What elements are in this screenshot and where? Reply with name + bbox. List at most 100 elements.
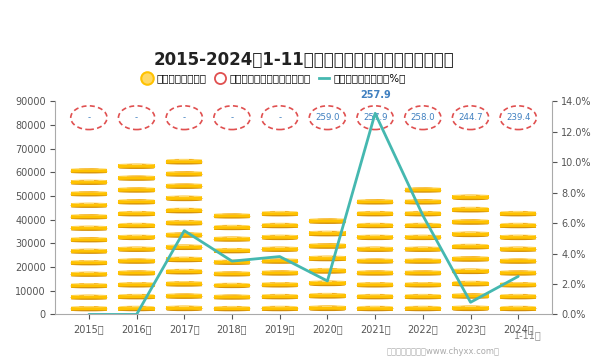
Bar xyxy=(405,283,441,287)
Ellipse shape xyxy=(452,258,490,260)
Ellipse shape xyxy=(118,296,155,298)
Ellipse shape xyxy=(270,223,290,224)
Text: -: - xyxy=(278,113,281,122)
Ellipse shape xyxy=(79,272,99,273)
Ellipse shape xyxy=(365,270,385,271)
Ellipse shape xyxy=(165,247,203,248)
Bar xyxy=(227,295,237,296)
Ellipse shape xyxy=(365,306,385,307)
Bar xyxy=(179,171,189,172)
Bar xyxy=(84,306,94,307)
Ellipse shape xyxy=(222,295,242,296)
Ellipse shape xyxy=(499,249,537,250)
Bar xyxy=(513,247,523,248)
Bar xyxy=(418,306,428,307)
Ellipse shape xyxy=(260,225,299,226)
Bar xyxy=(357,259,393,263)
Ellipse shape xyxy=(79,237,99,238)
Ellipse shape xyxy=(213,227,251,229)
Ellipse shape xyxy=(214,240,250,242)
Ellipse shape xyxy=(356,273,394,274)
Bar xyxy=(132,247,141,248)
Ellipse shape xyxy=(452,244,489,246)
Ellipse shape xyxy=(71,218,107,219)
Bar xyxy=(405,212,441,216)
Ellipse shape xyxy=(222,260,242,261)
Bar xyxy=(466,306,476,307)
Ellipse shape xyxy=(79,260,99,261)
Bar xyxy=(500,306,537,311)
Ellipse shape xyxy=(222,248,242,249)
Ellipse shape xyxy=(214,229,250,230)
Ellipse shape xyxy=(222,213,242,215)
Ellipse shape xyxy=(499,237,537,238)
Ellipse shape xyxy=(71,195,107,197)
Bar xyxy=(513,235,523,236)
Ellipse shape xyxy=(71,260,107,262)
Ellipse shape xyxy=(214,294,250,296)
Bar xyxy=(405,259,441,263)
Bar xyxy=(214,284,250,288)
Ellipse shape xyxy=(79,203,99,204)
Ellipse shape xyxy=(413,247,433,248)
Ellipse shape xyxy=(71,310,107,311)
Ellipse shape xyxy=(165,198,203,199)
Bar xyxy=(274,259,285,260)
Ellipse shape xyxy=(452,211,489,212)
Bar xyxy=(405,188,441,192)
Ellipse shape xyxy=(70,285,108,287)
Ellipse shape xyxy=(452,234,490,235)
Ellipse shape xyxy=(317,281,337,282)
Bar xyxy=(370,294,380,295)
Ellipse shape xyxy=(499,296,537,298)
Ellipse shape xyxy=(452,293,489,295)
Ellipse shape xyxy=(118,202,155,203)
Bar xyxy=(179,220,189,221)
Bar xyxy=(322,256,333,257)
Ellipse shape xyxy=(127,247,146,248)
Ellipse shape xyxy=(262,223,298,224)
Ellipse shape xyxy=(118,310,155,311)
Bar xyxy=(500,295,537,299)
Ellipse shape xyxy=(499,213,537,215)
Ellipse shape xyxy=(71,283,107,285)
Ellipse shape xyxy=(166,232,202,234)
Ellipse shape xyxy=(214,310,250,311)
Ellipse shape xyxy=(214,213,250,215)
Ellipse shape xyxy=(308,246,347,247)
Ellipse shape xyxy=(357,286,393,288)
Ellipse shape xyxy=(165,259,203,260)
Ellipse shape xyxy=(71,241,107,242)
Ellipse shape xyxy=(404,225,442,226)
Ellipse shape xyxy=(214,252,250,253)
Ellipse shape xyxy=(260,261,299,262)
Ellipse shape xyxy=(452,209,490,211)
Bar xyxy=(452,244,489,249)
Ellipse shape xyxy=(356,308,394,310)
Bar xyxy=(71,295,107,299)
Bar xyxy=(452,195,489,199)
Ellipse shape xyxy=(405,227,441,228)
Bar xyxy=(71,169,107,173)
Ellipse shape xyxy=(166,298,202,299)
Bar xyxy=(132,211,141,212)
Ellipse shape xyxy=(461,269,481,270)
Bar xyxy=(118,295,155,299)
Bar xyxy=(118,235,155,239)
Ellipse shape xyxy=(405,235,441,236)
Ellipse shape xyxy=(405,306,441,307)
Bar xyxy=(227,225,237,226)
Ellipse shape xyxy=(500,227,537,228)
Ellipse shape xyxy=(118,306,155,307)
Ellipse shape xyxy=(357,294,393,296)
Ellipse shape xyxy=(508,282,528,283)
Ellipse shape xyxy=(357,247,393,248)
Ellipse shape xyxy=(404,308,442,310)
Bar xyxy=(310,256,345,261)
Ellipse shape xyxy=(452,194,489,196)
Ellipse shape xyxy=(166,257,202,258)
Ellipse shape xyxy=(461,306,481,307)
Bar xyxy=(262,306,298,311)
Bar xyxy=(262,224,298,228)
Bar xyxy=(418,223,428,224)
